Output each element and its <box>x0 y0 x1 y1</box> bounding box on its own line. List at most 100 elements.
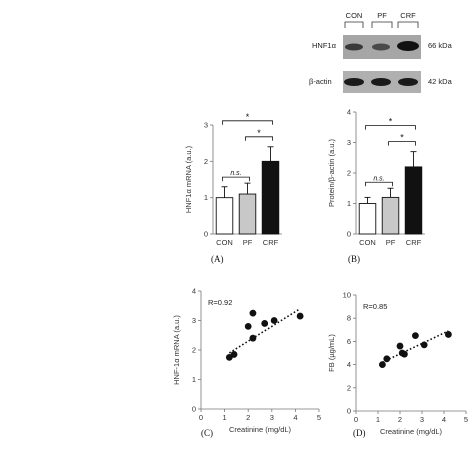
trend-line <box>228 308 301 354</box>
blot-band-actin-crf <box>398 78 418 86</box>
significance-label: n.s. <box>373 175 384 182</box>
x-tick-label: 4 <box>293 413 297 422</box>
data-point <box>401 350 408 358</box>
significance-label: * <box>257 128 261 138</box>
data-point <box>445 331 452 338</box>
y-tick-label: 10 <box>343 291 351 300</box>
blot-band-hnf1a-con <box>345 43 363 51</box>
x-tick-label: PF <box>386 238 396 247</box>
y-tick-label: 6 <box>347 337 351 346</box>
data-point <box>396 342 404 350</box>
y-tick-label: 0 <box>347 230 351 239</box>
significance-label: n.s. <box>230 170 241 177</box>
bar <box>261 160 280 235</box>
x-tick-label: PF <box>243 238 253 247</box>
y-tick-label: 3 <box>204 121 208 130</box>
scatter-chart-c: 0 1 2 3 4 HNF-1α mRNA (a.u.) (C) 0 1 2 3 4 5 Creatini… <box>172 287 321 439</box>
blot-size-label-hnf1a: 66 kDa <box>428 41 453 50</box>
blot-size-label-actin: 42 kDa <box>428 77 453 86</box>
x-tick-label: 5 <box>464 415 468 424</box>
x-tick-label: CON <box>359 238 376 247</box>
panel-label: (C) <box>201 428 213 438</box>
blot-band-actin-pf <box>371 78 391 86</box>
y-tick-label: 1 <box>192 375 196 384</box>
blot-lane-label-pf: PF <box>377 11 387 20</box>
x-axis-label: Creatinine (mg/dL) <box>380 427 443 436</box>
data-point <box>296 312 304 320</box>
data-point <box>249 334 257 342</box>
western-blot: CON PF CRF HNF1α 66 kDa β-actin 42 kDa <box>309 11 453 93</box>
significance-bracket <box>388 141 416 146</box>
data-point <box>244 323 252 330</box>
y-axis-label: FB (µg/mL) <box>327 334 336 372</box>
bar <box>404 166 423 235</box>
scatter-chart-d: 0 2 4 6 8 10 FB (µg/mL) (D) 0 1 2 3 4 5 Creatinine (mg… <box>327 291 468 439</box>
data-point <box>379 361 386 368</box>
panel-label: (A) <box>211 254 224 264</box>
blot-lane-bracket-con <box>344 21 364 28</box>
blot-lane-bracket-crf <box>397 21 419 28</box>
blot-lane-label-crf: CRF <box>400 11 416 20</box>
significance-bracket <box>222 176 250 182</box>
x-tick-label: 5 <box>317 413 321 422</box>
x-tick-label: 3 <box>420 415 424 424</box>
data-point <box>230 351 238 358</box>
significance-bracket <box>222 120 273 125</box>
x-tick-label: 1 <box>223 413 227 422</box>
y-tick-label: 0 <box>347 407 351 416</box>
significance-label: * <box>246 112 250 122</box>
x-tick-label: 0 <box>354 415 358 424</box>
bar-chart-a: 0 1 2 3 HNF1α mRNA (a.u.) (A) CON PF CRF n.s. * * <box>184 112 282 264</box>
bar <box>381 196 400 235</box>
significance-label: * <box>389 117 393 127</box>
blot-band-hnf1a-pf <box>372 43 390 51</box>
y-tick-label: 4 <box>347 108 351 117</box>
x-tick-label: CON <box>216 238 233 247</box>
data-point <box>270 317 278 324</box>
blot-band-hnf1a-crf <box>397 41 419 51</box>
x-tick-label: 2 <box>398 415 402 424</box>
data-point <box>249 309 257 317</box>
correlation-label: R=0.92 <box>208 298 232 307</box>
y-tick-label: 0 <box>192 405 196 414</box>
panel-label: (B) <box>348 254 360 264</box>
y-tick-label: 2 <box>347 169 351 178</box>
x-axis-label: Creatinine (mg/dL) <box>229 425 292 434</box>
y-tick-label: 4 <box>192 287 196 296</box>
y-tick-label: 1 <box>204 193 208 202</box>
significance-bracket <box>365 125 416 130</box>
data-point <box>412 332 419 339</box>
x-tick-label: 4 <box>442 415 446 424</box>
y-tick-label: 3 <box>192 316 196 325</box>
y-tick-label: 0 <box>204 230 208 239</box>
y-tick-label: 3 <box>347 138 351 147</box>
significance-bracket <box>245 136 273 141</box>
blot-protein-label-hnf1a: HNF1α <box>312 41 337 50</box>
x-tick-label: CRF <box>406 238 422 247</box>
x-tick-label: CRF <box>263 238 279 247</box>
bar-chart-b: 0 1 2 3 4 Protein/β-actin (a.u.) (B) CON PF CRF n.… <box>327 108 425 264</box>
blot-band-actin-con <box>344 78 364 86</box>
x-tick-label: 1 <box>376 415 380 424</box>
y-tick-label: 2 <box>192 346 196 355</box>
y-tick-label: 1 <box>347 199 351 208</box>
x-tick-label: 0 <box>199 413 203 422</box>
significance-bracket <box>365 181 393 187</box>
correlation-label: R=0.85 <box>363 302 387 311</box>
y-tick-label: 2 <box>204 157 208 166</box>
blot-lane-bracket-pf <box>371 21 393 28</box>
y-axis-label: HNF1α mRNA (a.u.) <box>184 145 193 213</box>
y-axis-label: Protein/β-actin (a.u.) <box>327 138 336 207</box>
x-tick-label: 3 <box>270 413 274 422</box>
x-tick-label: 2 <box>246 413 250 422</box>
blot-lane-label-con: CON <box>346 11 363 20</box>
y-tick-label: 4 <box>347 360 351 369</box>
y-tick-label: 2 <box>347 383 351 392</box>
bar <box>238 193 257 235</box>
blot-protein-label-actin: β-actin <box>309 77 332 86</box>
data-point <box>261 320 269 327</box>
significance-label: * <box>400 133 404 143</box>
trend-line <box>382 330 449 364</box>
bar <box>358 203 377 235</box>
